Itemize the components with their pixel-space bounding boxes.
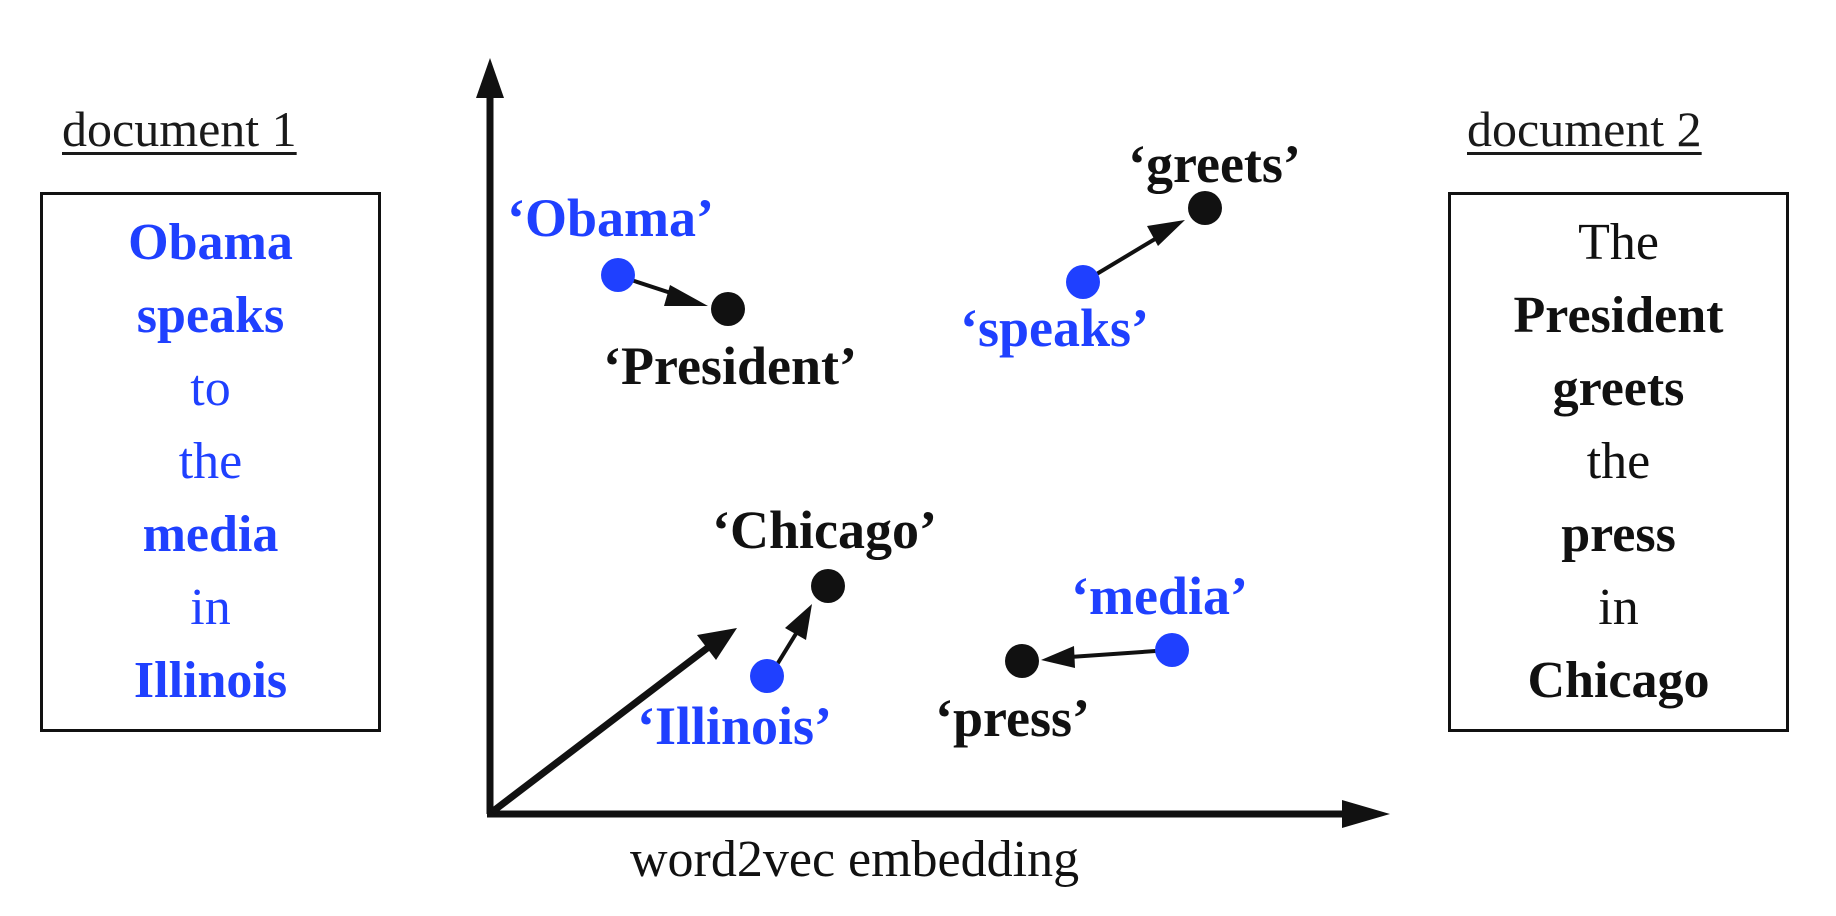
document-2-word: President <box>1513 287 1724 344</box>
document-1-word: speaks <box>136 287 285 344</box>
document-2-word: The <box>1578 214 1659 271</box>
arrow-media-press-head <box>1041 646 1075 668</box>
label-speaks: ‘speaks’ <box>960 298 1149 358</box>
axis-title: word2vec embedding <box>630 831 1080 888</box>
label-president: ‘President’ <box>603 336 857 396</box>
document-2-word: the <box>1586 433 1651 490</box>
document-2-word-list: The President greets the press in Chicag… <box>1451 206 1786 717</box>
document-2-word: Chicago <box>1527 652 1710 709</box>
arrow-media-press-line <box>1069 648 1171 659</box>
y-axis-arrowhead <box>476 58 504 98</box>
point-chicago <box>811 569 845 603</box>
point-speaks <box>1066 265 1100 299</box>
document-1-word: the <box>178 433 243 490</box>
arrow-speaks-greets-head <box>1147 220 1185 246</box>
label-media: ‘media’ <box>1071 566 1248 626</box>
label-chicago: ‘Chicago’ <box>712 500 937 560</box>
document-1-word: to <box>190 360 231 417</box>
arrow-obama-president-head <box>664 285 708 306</box>
document-1-word-list: Obama speaks to the media in Illinois <box>43 206 378 717</box>
document-1-word: Obama <box>128 214 293 271</box>
point-obama <box>601 258 635 292</box>
label-press: ‘press’ <box>935 688 1090 748</box>
document-1-title: document 1 <box>62 101 297 157</box>
point-media <box>1155 633 1189 667</box>
point-press <box>1005 644 1039 678</box>
document-1-word: in <box>190 579 231 636</box>
label-illinois: ‘Illinois’ <box>637 696 832 756</box>
point-greets <box>1188 191 1222 225</box>
document-1-word: media <box>142 506 279 563</box>
arrow-illinois-chicago-head <box>785 604 812 640</box>
document-2-word: press <box>1561 506 1676 563</box>
point-illinois <box>750 659 784 693</box>
document-2-box: The President greets the press in Chicag… <box>1448 192 1789 732</box>
document-2-word: greets <box>1552 360 1685 417</box>
document-1-word: Illinois <box>133 652 288 709</box>
document-2-title: document 2 <box>1467 101 1702 157</box>
point-president <box>711 292 745 326</box>
x-axis-arrowhead <box>1342 800 1390 828</box>
document-1-box: Obama speaks to the media in Illinois <box>40 192 381 732</box>
document-2-word: in <box>1598 579 1639 636</box>
label-greets: ‘greets’ <box>1128 134 1301 194</box>
label-obama: ‘Obama’ <box>507 188 714 248</box>
origin-vector-arrowhead <box>697 628 737 660</box>
origin-vector-line <box>489 643 713 815</box>
